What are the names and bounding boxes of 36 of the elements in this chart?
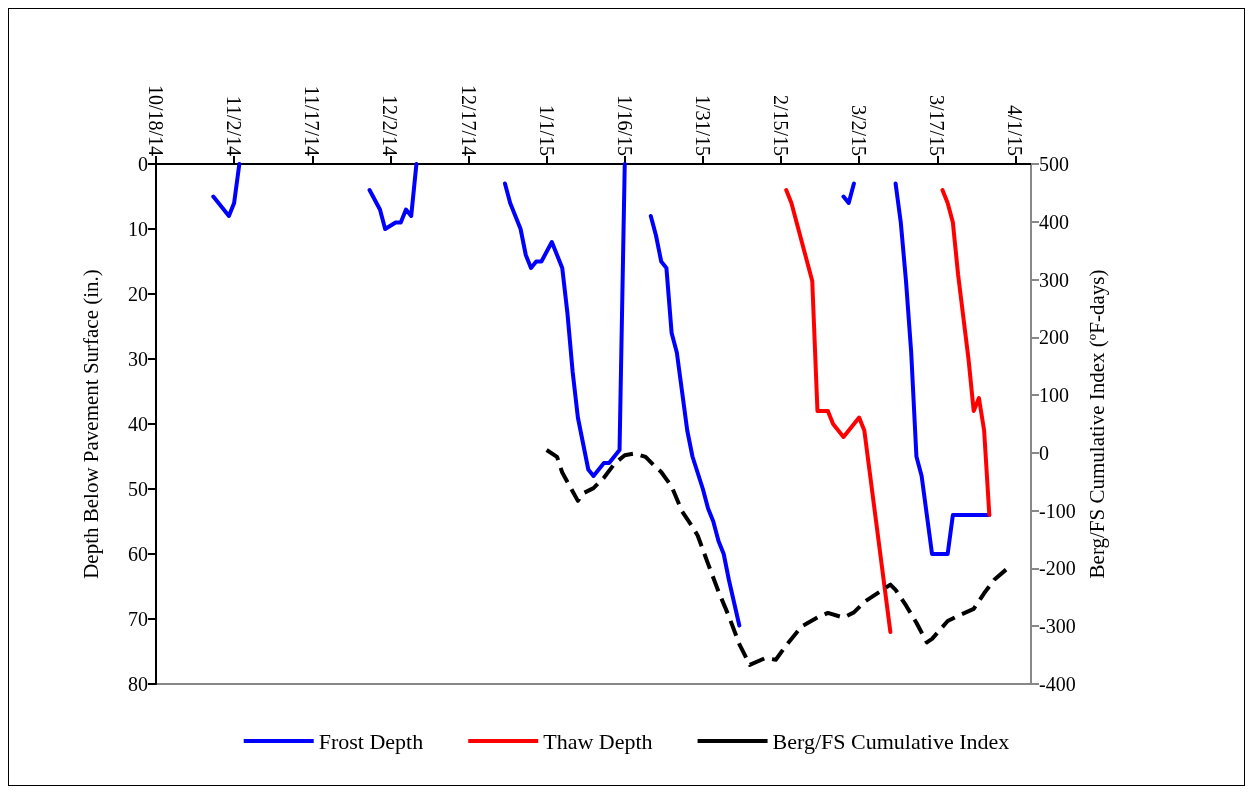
y-tick-label: 60 bbox=[128, 543, 148, 565]
legend-label: Berg/FS Cumulative Index bbox=[772, 728, 1010, 754]
y-tick-label: 30 bbox=[128, 348, 148, 370]
y2-tick-label: -200 bbox=[1039, 557, 1076, 580]
y-tick-label: 0 bbox=[138, 153, 148, 175]
y2-tick-label: 100 bbox=[1039, 384, 1069, 407]
y-tick-label: 20 bbox=[128, 283, 148, 305]
y-tick-label: 40 bbox=[128, 413, 148, 435]
y2-tick-label: -300 bbox=[1039, 615, 1076, 638]
x-tick-label: 4/1/15 bbox=[1004, 104, 1027, 156]
y2-tick-label: 500 bbox=[1039, 153, 1069, 175]
x-tick-label: 11/2/14 bbox=[223, 95, 246, 156]
y-tick-label: 50 bbox=[128, 478, 148, 500]
y-tick-label: 70 bbox=[128, 608, 148, 630]
y2-tick-label: 200 bbox=[1039, 326, 1069, 349]
y2-tick-label: 0 bbox=[1039, 441, 1049, 464]
x-tick-label: 3/17/15 bbox=[926, 94, 949, 156]
y-tick-label: 10 bbox=[128, 218, 148, 240]
y-axis-title: Depth Below Pavement Surface (in.) bbox=[78, 269, 103, 579]
x-tick-label: 1/31/15 bbox=[691, 94, 714, 156]
y2-tick-label: -100 bbox=[1039, 499, 1076, 522]
y-tick-label: 80 bbox=[128, 673, 148, 695]
y2-axis-title: Berg/FS Cumulative Index (ºF-days) bbox=[1085, 269, 1110, 579]
x-tick-label: 1/16/15 bbox=[613, 94, 636, 156]
x-tick-label: 10/18/14 bbox=[145, 84, 167, 156]
y2-tick-label: 400 bbox=[1039, 210, 1069, 233]
x-tick-label: 1/1/15 bbox=[535, 104, 558, 156]
y2-tick-label: 300 bbox=[1039, 268, 1069, 291]
x-tick-label: 2/15/15 bbox=[770, 94, 792, 156]
x-tick-label: 3/2/15 bbox=[848, 104, 871, 156]
y2-tick-label: -400 bbox=[1039, 673, 1076, 695]
x-tick-label: 12/2/14 bbox=[379, 94, 402, 156]
legend-label: Thaw Depth bbox=[543, 728, 653, 754]
x-tick-label: 11/17/14 bbox=[301, 85, 324, 156]
legend-label: Frost Depth bbox=[318, 728, 424, 754]
x-tick-label: 12/17/14 bbox=[457, 84, 480, 156]
